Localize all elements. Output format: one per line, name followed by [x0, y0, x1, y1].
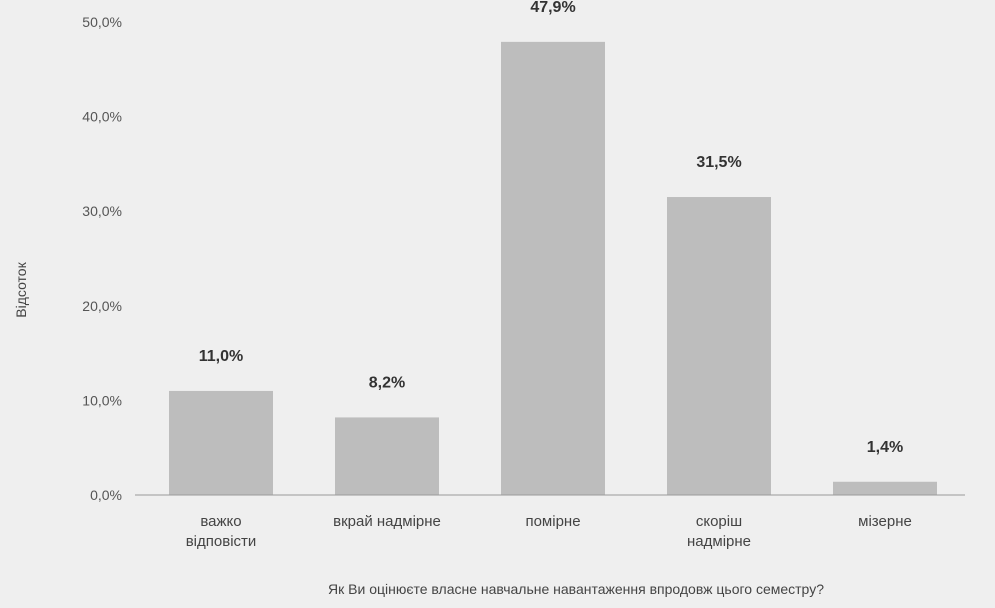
data-labels: 11,0% 8,2% 47,9% 31,5% 1,4% — [199, 0, 903, 456]
bar — [833, 481, 937, 495]
y-tick-label: 10,0% — [82, 392, 122, 408]
bar — [501, 41, 605, 496]
y-tick-label: 30,0% — [82, 203, 122, 219]
x-category-label-line: вкрай надмірне — [333, 513, 441, 530]
bar — [667, 197, 771, 495]
x-category-label-line: надмірне — [687, 533, 751, 550]
x-axis-category-labels: важко відповісти вкрай надмірне помірне скор… — [186, 513, 912, 550]
y-axis-title: Відсоток — [13, 261, 29, 317]
y-tick-label: 50,0% — [82, 14, 122, 30]
x-category-label-line: мізерне — [858, 513, 912, 530]
x-category-label-line: відповісти — [186, 533, 257, 550]
x-category-label: мізерне — [858, 513, 912, 530]
x-category-label-line: помірне — [525, 513, 580, 530]
x-category-label-line: важко — [200, 513, 241, 530]
bar-value-label: 31,5% — [696, 154, 741, 171]
x-category-label: важко відповісти — [186, 513, 257, 550]
bar-value-label: 1,4% — [867, 439, 903, 456]
bar-value-label: 47,9% — [530, 0, 575, 16]
y-tick-label: 0,0% — [90, 487, 122, 503]
bar-value-label: 8,2% — [369, 374, 405, 391]
bar — [169, 390, 273, 495]
x-category-label: помірне — [525, 513, 580, 530]
y-axis-ticks: 0,0% 10,0% 20,0% 30,0% 40,0% 50,0% — [82, 14, 122, 503]
x-category-label-line: скоріш — [696, 513, 742, 530]
bars — [169, 41, 937, 496]
y-tick-label: 40,0% — [82, 109, 122, 125]
bar-value-label: 11,0% — [199, 348, 243, 365]
x-category-label: вкрай надмірне — [333, 513, 441, 530]
y-tick-label: 20,0% — [82, 298, 122, 314]
x-category-label: скоріш надмірне — [687, 513, 751, 550]
x-axis-title: Як Ви оцінюєте власне навчальне навантаж… — [328, 581, 824, 597]
bar — [335, 417, 439, 495]
